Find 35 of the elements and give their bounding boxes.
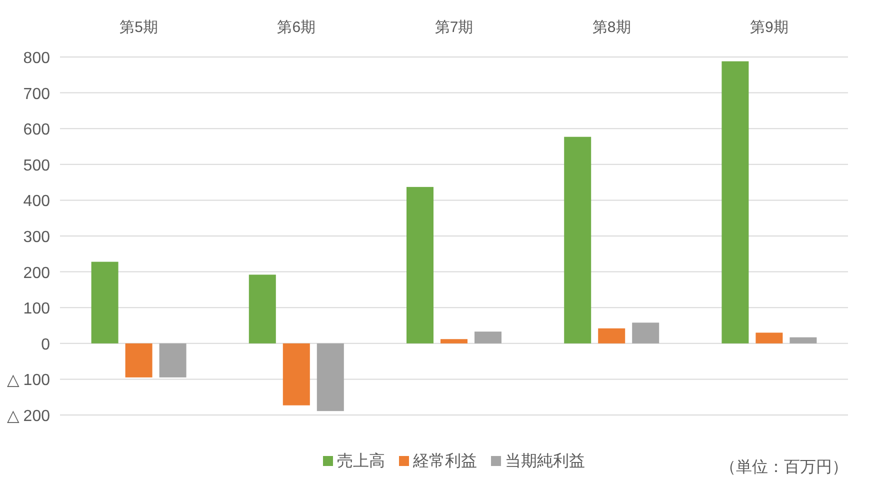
- x-tick-label: 第9期: [750, 19, 788, 36]
- bar: [756, 332, 783, 344]
- bar: [159, 343, 186, 378]
- text: （単位：百万円）: [720, 459, 848, 476]
- legend-label: 経常利益: [412, 452, 477, 470]
- y-tick-label: 400: [23, 193, 50, 210]
- bar: [564, 136, 592, 344]
- x-tick-label: 第6期: [277, 19, 316, 36]
- y-tick-label: 600: [23, 122, 50, 139]
- bar: [316, 343, 344, 412]
- bar: [282, 343, 310, 406]
- y-tick-label: 0: [41, 336, 50, 354]
- y-tick-label: 500: [23, 157, 50, 174]
- y-tick-label: 800: [23, 50, 50, 67]
- bar: [598, 328, 626, 344]
- legend-label: 売上高: [337, 452, 385, 470]
- bar: [91, 262, 118, 344]
- x-tick-label: 第5期: [120, 19, 158, 36]
- y-tick-label: 700: [23, 86, 50, 103]
- y-tick-label: 100: [23, 300, 50, 318]
- bar: [722, 61, 749, 344]
- bar: [406, 186, 434, 344]
- bar: [440, 339, 468, 344]
- legend-label: 当期純利益: [505, 452, 585, 470]
- x-tick-label: 第8期: [592, 19, 631, 36]
- y-tick-label: 300: [23, 229, 50, 246]
- y-tick-label: △ 200: [6, 408, 50, 425]
- bar: [790, 337, 817, 344]
- y-tick-label: 200: [23, 264, 50, 282]
- bar: [474, 332, 502, 344]
- bar: [632, 322, 660, 344]
- bar: [125, 343, 152, 378]
- y-tick-label: △ 100: [6, 372, 50, 390]
- bar: [248, 274, 276, 344]
- x-tick-label: 第7期: [434, 19, 474, 36]
